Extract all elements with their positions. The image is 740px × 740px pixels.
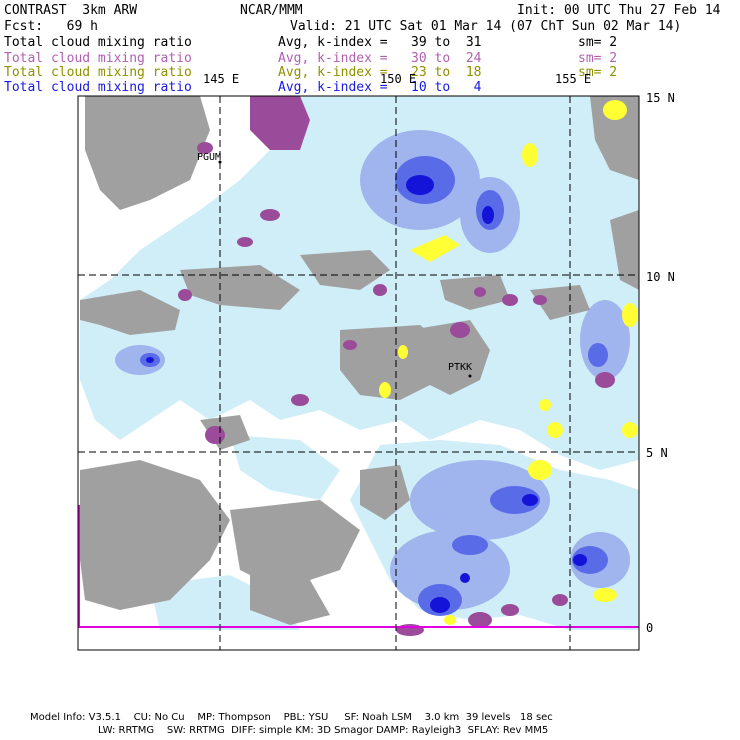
station-marker-ptkk [468,374,472,378]
lat-label-5n: 5 N [646,446,668,460]
field-name: Total cloud mixing ratio [4,51,192,66]
lat-label-0: 0 [646,621,654,635]
field-avg-range: Avg, k-index = 39 to 31 [278,35,482,50]
field-smoothing: sm= 2 [578,51,618,66]
yellow-cloud-layer [379,100,638,625]
model-info-line-2: LW: RRTMG SW: RRTMG DIFF: simple KM: 3D … [98,725,549,736]
lat-label-10n: 10 N [646,270,675,284]
lon-label-150: 150 E [380,72,417,86]
field-name: Total cloud mixing ratio [4,35,192,50]
gray-cloud-layer [80,96,639,625]
lat-label-15n: 15 N [646,91,675,105]
valid-time: Valid: 21 UTC Sat 01 Mar 14 (07 ChT Sun … [290,19,682,34]
field-avg-range: Avg, k-index = 30 to 24 [278,51,482,66]
forecast-hour: Fcst: 69 h [4,19,98,34]
dark-blue-cloud-cores [146,175,587,613]
field-avg-range: Avg, k-index = 23 to 18 [278,65,482,80]
organization: NCAR/MMM [240,3,303,18]
field-smoothing: sm= 2 [578,65,618,80]
map-frame [77,95,640,651]
lon-label-145: 145 E [203,72,240,86]
station-marker-pgum [218,160,222,164]
model-name: CONTRAST 3km ARW [4,3,138,18]
station-label-ptkk: PTKK [448,362,473,373]
lat-lon-grid [78,96,639,650]
field-smoothing: sm= 2 [578,35,618,50]
field-avg-range: Avg, k-index = 10 to 4 [278,80,482,95]
lon-label-155: 155 E [555,72,592,86]
field-name: Total cloud mixing ratio [4,80,192,95]
init-time: Init: 00 UTC Thu 27 Feb 14 [517,3,721,18]
model-info-line-1: Model Info: V3.5.1 CU: No Cu MP: Thompso… [30,712,553,723]
field-name: Total cloud mixing ratio [4,65,192,80]
station-label-pgum: PGUM [197,152,222,163]
